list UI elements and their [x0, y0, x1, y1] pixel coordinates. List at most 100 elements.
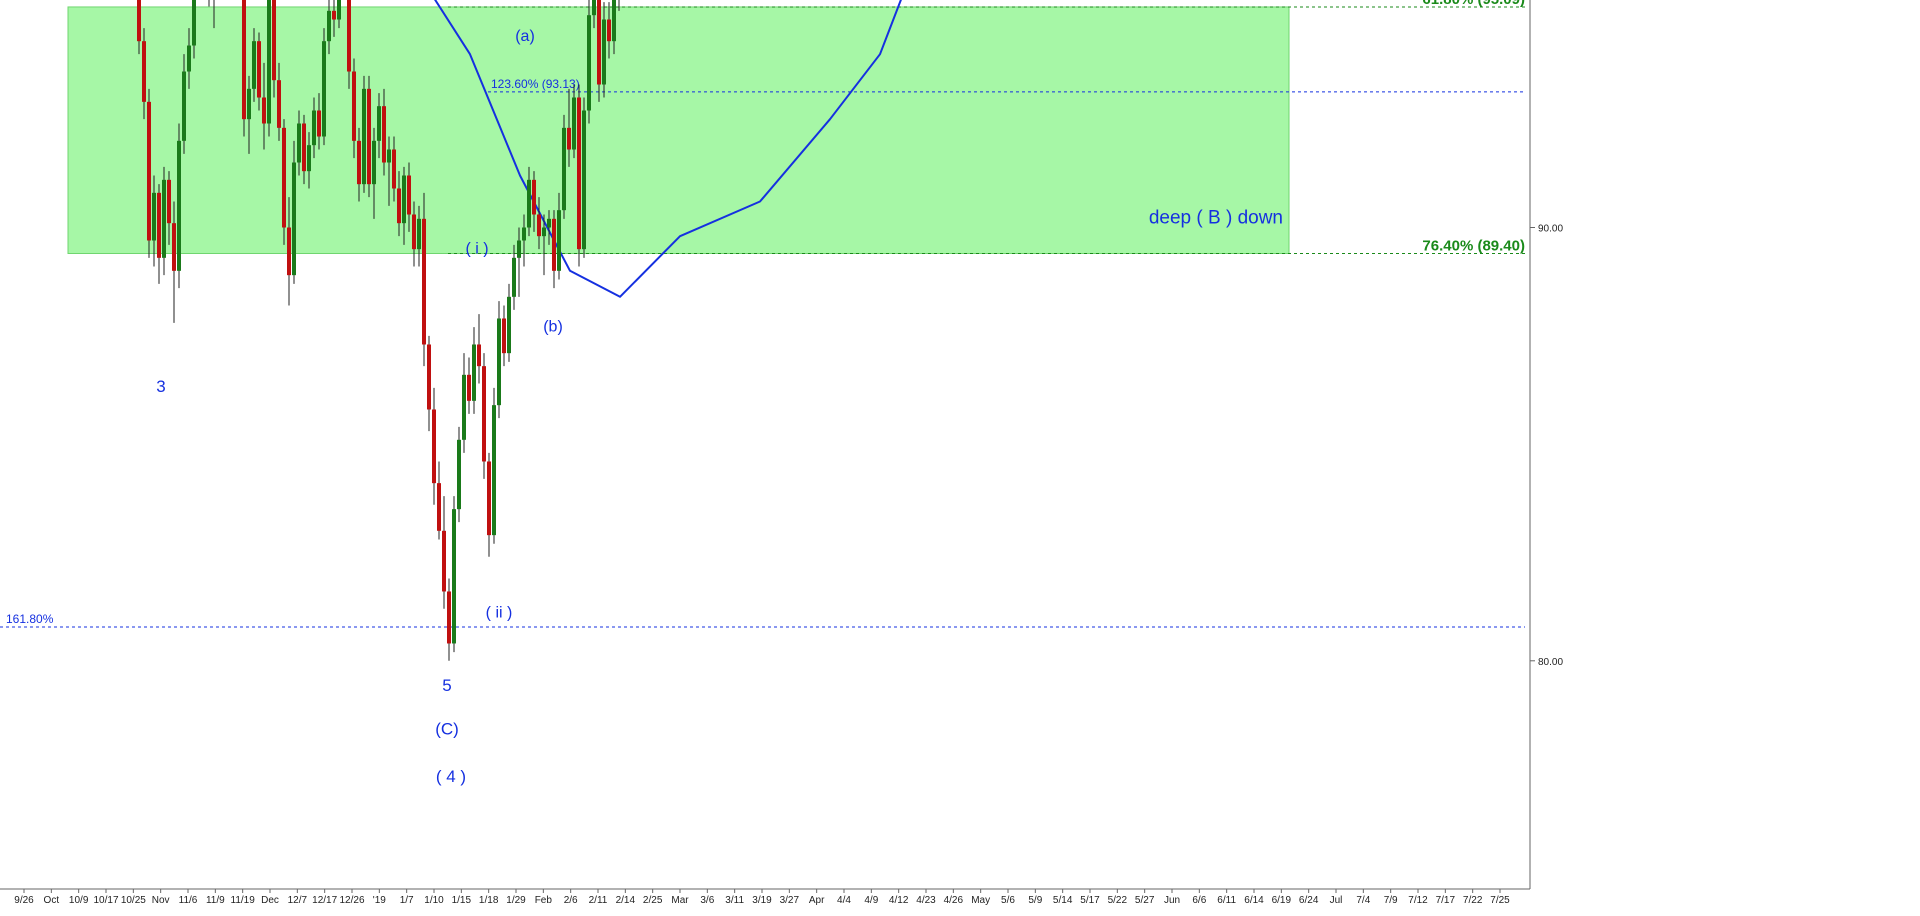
candle-body: [362, 88, 366, 185]
candle-body: [562, 127, 566, 211]
candle-body: [547, 218, 551, 228]
candle-body: [252, 41, 256, 89]
x-tick-label: Mar: [671, 895, 689, 906]
candle-body: [282, 127, 286, 228]
x-tick-label: 5/6: [1001, 895, 1015, 906]
candle-body: [602, 19, 606, 85]
candle-body: [332, 10, 336, 20]
axes-layer: 80.0090.00110.00120.00109.30105.83100.25…: [0, 0, 1563, 906]
candle-body: [137, 0, 141, 42]
candle-body: [552, 218, 556, 271]
candle-body: [452, 509, 456, 644]
candle-body: [287, 227, 291, 276]
candle-body: [312, 110, 316, 146]
candle-body: [392, 149, 396, 189]
candle-body: [387, 149, 391, 163]
candle-body: [397, 188, 401, 224]
candle-body: [297, 123, 301, 163]
candle-body: [517, 240, 521, 258]
candle-body: [407, 175, 411, 215]
x-tick-label: 1/15: [452, 895, 472, 906]
zones-layer: shallow ( B ) downdeep ( B ) down: [67, 6, 1290, 254]
candle-body: [597, 0, 601, 85]
candle-body: [402, 175, 406, 224]
wave-label: 5: [442, 676, 451, 695]
candle-body: [482, 366, 486, 462]
candle-body: [512, 257, 516, 297]
x-tick-label: 3/27: [780, 895, 800, 906]
x-tick-label: 4/12: [889, 895, 909, 906]
candle-body: [292, 162, 296, 276]
candle-body: [442, 530, 446, 592]
x-tick-label: 7/17: [1436, 895, 1456, 906]
candle-body: [382, 106, 386, 163]
candle-body: [557, 210, 561, 271]
candle-body: [327, 10, 331, 42]
candle-body: [457, 439, 461, 510]
x-tick-label: 7/22: [1463, 895, 1483, 906]
x-tick-label: 3/11: [725, 895, 744, 906]
x-tick-label: 7/12: [1408, 895, 1428, 906]
candle-body: [167, 179, 171, 224]
candle-body: [582, 110, 586, 250]
candle-body: [572, 97, 576, 150]
candle-body: [487, 461, 491, 536]
candle-body: [262, 97, 266, 124]
x-tick-label: Feb: [535, 895, 553, 906]
candle-body: [587, 15, 591, 111]
wave-labels-layer: ( A )( v )( c )ba( a )( iii )( c )( b )c…: [156, 28, 563, 786]
x-tick-label: 5/14: [1053, 895, 1073, 906]
candle-body: [462, 374, 466, 440]
wave-label: ( ii ): [486, 604, 513, 621]
candle-body: [432, 409, 436, 484]
x-tick-label: 4/23: [916, 895, 936, 906]
candle-body: [337, 0, 341, 20]
x-tick-label: Dec: [261, 895, 279, 906]
x-tick-label: 6/19: [1272, 895, 1292, 906]
x-tick-label: 4/26: [944, 895, 964, 906]
x-tick-label: 7/25: [1490, 895, 1510, 906]
x-tick-label: 11/6: [179, 895, 198, 906]
x-tick-label: 12/7: [288, 895, 308, 906]
candle-body: [542, 227, 546, 237]
candle-body: [592, 0, 596, 16]
candle-body: [347, 0, 351, 72]
candle-body: [192, 0, 196, 46]
candle-body: [302, 123, 306, 172]
wave-label: (b): [543, 318, 563, 335]
x-tick-label: 7/4: [1356, 895, 1370, 906]
x-tick-label: Jul: [1330, 895, 1343, 906]
candle-body: [307, 145, 311, 172]
x-tick-label: 3/6: [700, 895, 714, 906]
x-tick-label: 5/27: [1135, 895, 1155, 906]
candle-body: [152, 192, 156, 241]
x-tick-label: 10/25: [121, 895, 146, 906]
candle-body: [372, 140, 376, 185]
x-tick-label: Oct: [44, 895, 60, 906]
candle-body: [437, 483, 441, 531]
x-tick-label: Nov: [152, 895, 170, 906]
wave-label: ( i ): [465, 240, 488, 257]
candle-body: [507, 296, 511, 354]
fib-level-label: 76.40% (89.40): [1422, 237, 1525, 254]
x-tick-label: 10/9: [69, 895, 89, 906]
wave-label: ( 4 ): [436, 767, 466, 786]
candle-body: [247, 88, 251, 120]
candle-body: [142, 41, 146, 102]
candle-body: [497, 318, 501, 406]
x-tick-label: 2/25: [643, 895, 663, 906]
candle-body: [412, 214, 416, 250]
x-tick-label: 10/17: [93, 895, 118, 906]
x-tick-label: 6/14: [1244, 895, 1264, 906]
x-tick-label: 1/10: [424, 895, 444, 906]
candle-body: [537, 214, 541, 237]
x-tick-label: 7/9: [1384, 895, 1398, 906]
x-tick-label: 5/9: [1028, 895, 1042, 906]
x-tick-label: Apr: [809, 895, 825, 906]
candle-body: [577, 97, 581, 250]
candle-body: [422, 218, 426, 345]
candle-body: [157, 192, 161, 258]
x-tick-label: 12/26: [339, 895, 364, 906]
